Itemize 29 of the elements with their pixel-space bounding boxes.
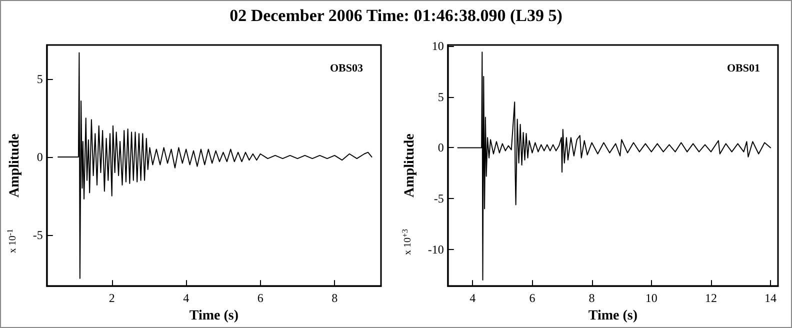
line-series xyxy=(58,52,372,279)
line-series xyxy=(457,52,772,280)
annotation: OBS01 xyxy=(726,62,760,74)
x-tick-label: 8 xyxy=(332,291,338,306)
chart-title: 02 December 2006 Time: 01:46:38.090 (L39 5) xyxy=(228,6,564,26)
annotation: OBS03 xyxy=(330,62,364,74)
x-tick-label: 12 xyxy=(704,291,717,306)
x-tick-label: 4 xyxy=(470,291,476,306)
x-axis-title: Time (s) xyxy=(588,308,638,324)
y-tick-label: 5 xyxy=(438,90,444,104)
x-tick-label: 6 xyxy=(257,291,264,306)
x-axis-title: Time (s) xyxy=(189,308,239,324)
y-axis-title: Amplitude xyxy=(8,134,22,198)
x-tick-label: 10 xyxy=(645,291,658,306)
x-tick-label: 2 xyxy=(108,291,115,306)
text: x 10+3 xyxy=(400,228,414,256)
y-tick-label: 5 xyxy=(36,72,43,86)
y-tick-label: -5 xyxy=(32,228,43,242)
x-tick-label: 14 xyxy=(764,291,777,306)
x-tick-label: 4 xyxy=(183,291,190,306)
y-axis-title: Amplitude xyxy=(402,134,418,198)
x-tick-label: 6 xyxy=(529,291,536,306)
y-tick-label: -5 xyxy=(434,192,444,206)
x-tick-label: 8 xyxy=(588,291,595,306)
y-tick-label: -10 xyxy=(428,242,444,256)
y-tick-label: 0 xyxy=(36,150,43,164)
y-tick-label: 0 xyxy=(438,140,444,155)
text: x 10-1 xyxy=(6,228,18,254)
y-tick-label: 10 xyxy=(432,39,444,54)
